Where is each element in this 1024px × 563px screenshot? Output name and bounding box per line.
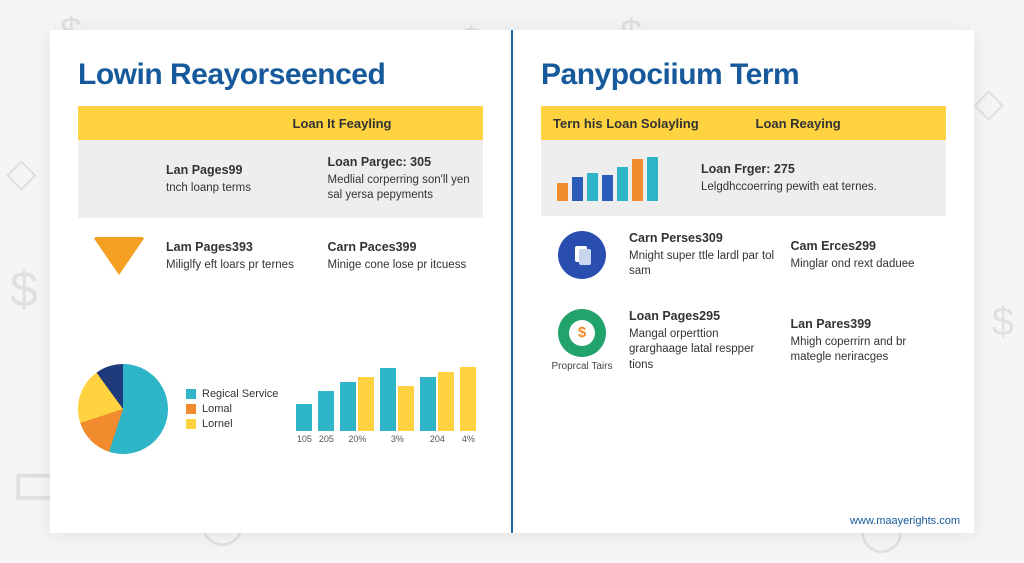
mini-bar (647, 157, 658, 201)
triangle-down-icon (93, 237, 145, 275)
legend-item: Regical Service (186, 388, 278, 400)
left-row1-cell1-title: Lan Pages99 (166, 162, 316, 179)
right-column: Panypociium Term Tern his Loan Solayling… (513, 30, 974, 533)
bar-group: 3% (380, 368, 414, 444)
right-row2-cell2-title: Cam Erces299 (791, 238, 941, 255)
right-header-band: Tern his Loan Solayling Loan Reaying (541, 106, 946, 140)
right-row1-cell2-title: Loan Frger: 275 (701, 161, 940, 178)
right-row3-icon: $ Proprcal Tairs (547, 309, 617, 373)
right-row1-cell2: Loan Frger: 275 Lelgdhccoerring pewith e… (701, 161, 940, 195)
right-row3-cell2-sub: Mhigh coperrirn and br mategle neriracge… (791, 335, 941, 366)
right-header-left: Tern his Loan Solayling (541, 116, 744, 131)
left-row1-cell2: Loan Pargec: 305 Medlial corperring son'… (328, 154, 478, 204)
right-row2-icon (547, 231, 617, 279)
left-column: Lowin Reayorseenced Loan It Feayling Lan… (50, 30, 513, 533)
mini-bar (572, 177, 583, 201)
left-row1-cell2-sub: Medlial corperring son'll yen sal yersa … (328, 173, 478, 204)
right-row3-cell1-title: Loan Pages295 (629, 308, 779, 325)
info-card: Lowin Reayorseenced Loan It Feayling Lan… (50, 30, 974, 533)
right-title: Panypociium Term (541, 58, 946, 92)
left-row2-cell1-sub: Miliglfy eft loars pr ternes (166, 258, 316, 274)
bar-group: 204 (420, 372, 454, 444)
legend-item: Lomal (186, 403, 278, 415)
mini-bar (602, 175, 613, 201)
bar-group: 205 (318, 391, 334, 445)
left-row1-cell1: Lan Pages99 tnch loanp terms (166, 162, 316, 196)
right-row1-cell2-sub: Lelgdhccoerring pewith eat ternes. (701, 180, 940, 196)
left-header-right: Loan It Feayling (281, 116, 484, 131)
mini-bar (632, 159, 643, 201)
mini-bar-chart (557, 155, 658, 201)
left-row2-cell2: Carn Paces399 Minige cone lose pr itcues… (328, 239, 478, 273)
left-header-band: Loan It Feayling (78, 106, 483, 140)
bar-group: 20% (340, 377, 374, 444)
mini-bar (617, 167, 628, 201)
left-title: Lowin Reayorseenced (78, 58, 483, 92)
left-bottom-visuals: Regical Service Lomal Lornel 105 205 20%3%20… (78, 300, 483, 519)
document-icon (558, 231, 606, 279)
right-row2-cell2: Cam Erces299 Minglar ond rext daduee (791, 238, 941, 272)
footer-url: www.maayerights.com (850, 515, 960, 527)
left-row2-cell2-sub: Minige cone lose pr itcuess (328, 258, 478, 274)
right-row3-cell2: Lan Pares399 Mhigh coperrirn and br mate… (791, 316, 941, 366)
right-row2-cell1: Carn Perses309 Mnight super ttle lardl p… (629, 230, 779, 280)
pie-legend: Regical Service Lomal Lornel (186, 385, 278, 433)
right-row3-icon-caption: Proprcal Tairs (552, 361, 613, 373)
bar-group: 105 (296, 404, 312, 444)
left-row-2: Lam Pages393 Miliglfy eft loars pr terne… (78, 218, 483, 294)
right-row2-cell1-sub: Mnight super ttle lardl par tol sam (629, 249, 779, 280)
legend-item: Lornel (186, 418, 278, 430)
right-row3-cell1-sub: Mangal orperttion grarghaage latal respp… (629, 327, 779, 374)
left-row2-icon (84, 237, 154, 275)
mini-bar (557, 183, 568, 201)
money-icon: $ (558, 309, 606, 357)
left-row2-cell1: Lam Pages393 Miliglfy eft loars pr terne… (166, 239, 316, 273)
mini-bar (587, 173, 598, 201)
pie-chart (78, 364, 168, 454)
right-header-right: Loan Reaying (744, 116, 947, 131)
right-row2-cell2-sub: Minglar ond rext daduee (791, 257, 941, 273)
left-row1-cell1-sub: tnch loanp terms (166, 181, 316, 197)
right-row-1: Loan Frger: 275 Lelgdhccoerring pewith e… (541, 140, 946, 216)
left-row2-cell2-title: Carn Paces399 (328, 239, 478, 256)
left-row2-cell1-title: Lam Pages393 (166, 239, 316, 256)
left-row-1: Lan Pages99 tnch loanp terms Loan Pargec… (78, 140, 483, 218)
bar-group: 4% (460, 367, 476, 445)
right-row3-cell1: Loan Pages295 Mangal orperttion grarghaa… (629, 308, 779, 373)
right-row-3: $ Proprcal Tairs Loan Pages295 Mangal or… (541, 294, 946, 387)
left-row1-cell2-title: Loan Pargec: 305 (328, 154, 478, 171)
right-row3-cell2-title: Lan Pares399 (791, 316, 941, 333)
right-row2-cell1-title: Carn Perses309 (629, 230, 779, 247)
right-row1-chart-slot (547, 155, 667, 201)
left-bar-chart: 10520520%3%2044% (296, 374, 476, 444)
right-row-2: Carn Perses309 Mnight super ttle lardl p… (541, 216, 946, 294)
